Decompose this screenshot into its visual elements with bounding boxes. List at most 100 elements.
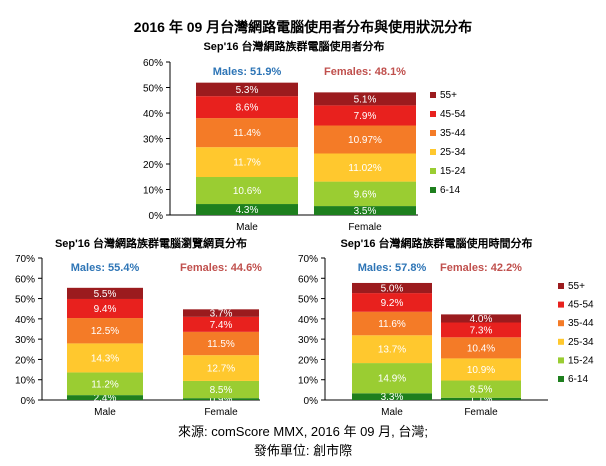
legend-label: 45-54 — [440, 109, 466, 120]
data-label: 9.2% — [381, 298, 404, 309]
data-label: 11.02% — [348, 163, 381, 174]
bar-segment-25-34 — [196, 147, 298, 178]
data-label: 5.5% — [94, 289, 117, 300]
bar-segment-35-44 — [196, 118, 298, 148]
data-label: 10.6% — [233, 186, 261, 197]
legend-swatch — [558, 320, 564, 327]
data-label: 12.7% — [207, 364, 235, 375]
bar-segment-55+ — [441, 314, 521, 323]
legend-swatch — [558, 301, 564, 308]
y-tick-label: 20% — [298, 355, 318, 366]
data-label: 14.9% — [378, 374, 406, 385]
y-tick-label: 40% — [15, 315, 35, 326]
bar-segment-6-14 — [183, 398, 259, 400]
legend-label: 6-14 — [440, 185, 460, 196]
bar-segment-35-44 — [441, 337, 521, 359]
data-label: 12.5% — [91, 326, 119, 337]
bar-segment-45-54 — [183, 316, 259, 332]
y-tick-label: 30% — [15, 335, 35, 346]
legend-swatch — [430, 149, 436, 155]
data-label: 7.9% — [354, 111, 377, 122]
data-label: 0.9% — [210, 395, 233, 406]
bar-segment-45-54 — [314, 105, 416, 126]
data-label: 10.97% — [348, 135, 382, 146]
bar-segment-15-24 — [352, 363, 432, 394]
legend-label: 55+ — [440, 90, 457, 101]
chart-3: Sep'16 台灣網路族群電腦使用時間分布 0% 10% 20% 30% 40% 50% 60… — [298, 236, 594, 418]
bar-segment-45-54 — [441, 322, 521, 338]
data-label: 3.5% — [354, 206, 377, 217]
data-label: 5.3% — [236, 85, 259, 96]
data-label: 4.3% — [236, 205, 259, 216]
bar-segment-25-34 — [352, 335, 432, 364]
data-label: 8.6% — [236, 103, 259, 114]
females-total-label: Females: 48.1% — [324, 66, 406, 78]
bar-segment-6-14 — [314, 206, 416, 215]
y-tick-label: 20% — [15, 355, 35, 366]
legend-swatch — [430, 92, 436, 98]
data-label: 11.7% — [233, 158, 261, 169]
y-tick-label: 60% — [15, 274, 35, 285]
data-label: 5.0% — [381, 284, 404, 295]
legend-label: 35-44 — [440, 128, 466, 139]
main-title: 2016 年 09 月台灣網路電腦使用者分布與使用狀況分布 — [134, 19, 472, 35]
legend-label: 25-34 — [440, 147, 466, 158]
data-label: 11.6% — [378, 319, 406, 330]
data-label: 8.5% — [210, 385, 233, 396]
y-tick-label: 50% — [298, 295, 318, 306]
x-tick-label: Male — [94, 407, 116, 418]
females-total-label: Females: 44.6% — [180, 262, 262, 274]
males-total-label: Males: 57.8% — [358, 262, 427, 274]
bar-segment-55+ — [196, 82, 298, 97]
bar-segment-45-54 — [67, 298, 143, 319]
bar-segment-45-54 — [196, 96, 298, 119]
bar-segment-25-34 — [441, 358, 521, 381]
bar-segment-6-14 — [441, 397, 521, 400]
legend-swatch — [430, 168, 436, 174]
legend-swatch — [558, 357, 564, 364]
data-label: 7.4% — [210, 320, 233, 331]
legend-swatch — [558, 283, 564, 289]
bar-segment-15-24 — [183, 380, 259, 399]
males-total-label: Males: 51.9% — [213, 66, 282, 78]
x-tick-label: Female — [204, 407, 238, 418]
data-label: 10.4% — [467, 343, 495, 354]
data-label: 1.1% — [470, 394, 493, 405]
y-tick-label: 30% — [298, 335, 318, 346]
bar-segment-35-44 — [67, 318, 143, 344]
data-label: 8.5% — [470, 385, 493, 396]
y-tick-label: 70% — [298, 254, 318, 265]
y-tick-label: 10% — [15, 376, 35, 387]
bar-segment-35-44 — [183, 331, 259, 356]
y-tick-label: 40% — [298, 315, 318, 326]
data-label: 2.4% — [94, 393, 117, 404]
data-label: 7.3% — [470, 325, 493, 336]
bar-segment-25-34 — [183, 355, 259, 381]
x-tick-label: Male — [381, 407, 403, 418]
females-total-label: Females: 42.2% — [440, 262, 522, 274]
bar-segment-55+ — [67, 287, 143, 299]
y-tick-label: 60% — [298, 274, 318, 285]
legend-label: 35-44 — [568, 318, 594, 329]
bar-segment-6-14 — [67, 395, 143, 400]
bar-segment-45-54 — [352, 293, 432, 312]
bar-segment-15-24 — [314, 181, 416, 207]
bar-segment-25-34 — [314, 153, 416, 182]
bar-segment-25-34 — [67, 343, 143, 373]
data-label: 5.1% — [354, 94, 377, 105]
data-label: 13.7% — [378, 345, 406, 356]
bar-segment-15-24 — [441, 380, 521, 398]
y-tick-label: 20% — [143, 160, 163, 171]
data-label: 11.2% — [91, 379, 119, 390]
data-label: 4.0% — [470, 314, 493, 325]
legend-swatch — [558, 376, 564, 382]
data-label: 11.4% — [233, 128, 261, 139]
legend-swatch — [558, 338, 564, 345]
y-tick-label: 30% — [143, 135, 163, 146]
x-tick-label: Male — [236, 222, 258, 233]
chart-2: Sep'16 台灣網路族群電腦瀏覽網頁分布 0% 10% 20% 30% 40% 50% 60… — [15, 236, 262, 418]
x-tick-label: Female — [348, 222, 382, 233]
y-tick-label: 10% — [298, 376, 318, 387]
data-label: 14.3% — [91, 353, 119, 364]
y-tick-label: 50% — [143, 84, 163, 95]
